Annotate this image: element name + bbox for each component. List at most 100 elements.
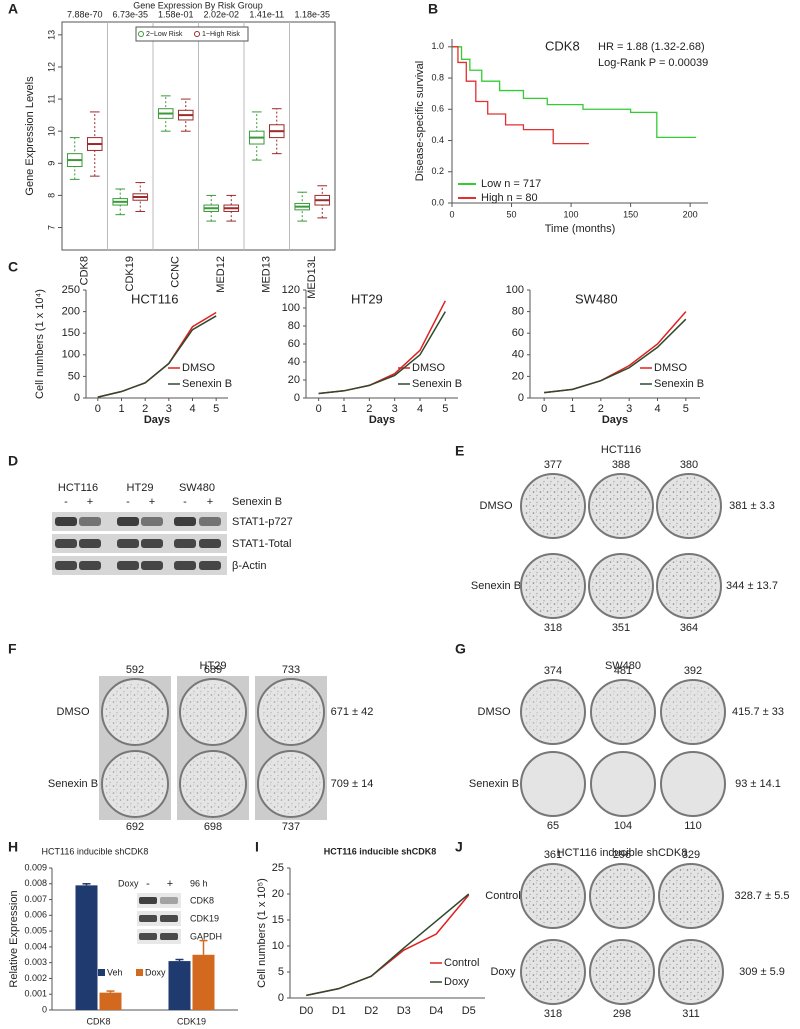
summary: 93 ± 14.1 [735, 778, 781, 790]
x-tick-label: D2 [364, 1005, 378, 1017]
panel-label: D [8, 453, 18, 469]
x-tick-label: 0 [316, 403, 322, 415]
hazard-ratio: HR = 1.88 (1.32-2.68) [598, 41, 705, 53]
x-tick-label: 2 [598, 403, 604, 415]
legend-label: Low n = 717 [481, 178, 541, 190]
x-tick-label: 3 [626, 403, 632, 415]
x-tick-label: 1 [569, 403, 575, 415]
colony-count: 392 [684, 665, 702, 677]
growth-line [97, 315, 217, 398]
y-tick-label: 60 [512, 327, 524, 339]
colonies [524, 683, 582, 741]
y-tick-label: 7 [46, 225, 56, 230]
colonies [593, 867, 651, 925]
y-tick-label: 0.006 [24, 910, 47, 920]
x-tick-label: 5 [683, 403, 689, 415]
blot-strip [137, 911, 181, 926]
band [79, 539, 101, 548]
x-tick-label: CDK8 [86, 1016, 110, 1026]
y-tick-label: 40 [512, 349, 524, 361]
colony-count: 364 [680, 622, 698, 634]
legend-label: Senexin B [182, 378, 232, 390]
y-tick-label: 0 [42, 1004, 47, 1014]
colonies [261, 754, 321, 814]
growth-line [544, 318, 687, 394]
y-tick-label: 15 [272, 914, 284, 926]
survival-curve [452, 46, 589, 145]
band [174, 517, 196, 526]
legend-label: Senexin B [412, 378, 462, 390]
legend-label: Doxy [444, 976, 470, 988]
p-value: 1.41e-11 [249, 9, 284, 19]
row-label: STAT1-p727 [232, 516, 293, 528]
y-tick-label: 10 [272, 940, 284, 952]
colonies [524, 867, 582, 925]
row-label: DMSO [57, 706, 90, 718]
colonies [660, 557, 718, 615]
lane-label: - [64, 496, 68, 508]
bar [75, 885, 98, 1010]
summary: 309 ± 5.9 [739, 966, 785, 978]
panel-label: H [8, 839, 18, 855]
band [160, 915, 178, 922]
y-axis-label: Relative Expression [8, 890, 20, 987]
colony-count: 377 [544, 459, 562, 471]
colonies [524, 477, 582, 535]
blot-time: 96 h [190, 878, 208, 888]
y-tick-label: 20 [512, 370, 524, 382]
summary: 328.7 ± 5.5 [735, 890, 790, 902]
y-tick-label: 0.6 [431, 104, 444, 114]
legend-marker [194, 31, 200, 37]
x-tick-label: 3 [166, 403, 172, 415]
x-axis-label: Days [602, 414, 628, 426]
plate [520, 751, 586, 817]
band [139, 915, 157, 922]
y-tick-label: 80 [288, 320, 300, 332]
panel-title: HCT116 inducible shCDK8 [557, 847, 688, 859]
x-axis-label: Time (months) [545, 223, 616, 235]
colony-count: 374 [544, 665, 562, 677]
band [160, 897, 178, 904]
band [79, 517, 101, 526]
summary: 344 ± 13.7 [726, 580, 778, 592]
lane-label: + [167, 878, 173, 890]
p-value: 2.02e-02 [203, 9, 239, 19]
y-tick-label: 100 [506, 284, 524, 296]
legend-label: High n = 80 [481, 192, 538, 204]
colony-count: 351 [612, 622, 630, 634]
colony-count: 689 [204, 664, 222, 676]
panel-label: B [428, 1, 438, 17]
colony-count: 481 [614, 665, 632, 677]
band [141, 517, 163, 526]
y-tick-label: 0 [74, 392, 80, 404]
colony-count: 298 [613, 1008, 631, 1020]
colonies [524, 557, 582, 615]
colonies [261, 682, 321, 742]
chart-title: HCT116 [131, 291, 178, 306]
blot-strip [137, 929, 181, 944]
y-axis-label: Cell numbers (1 x 10⁴) [34, 289, 46, 399]
band [199, 539, 221, 548]
band [55, 561, 77, 570]
y-tick-label: 100 [62, 349, 80, 361]
band [117, 561, 139, 570]
lane-label: - [146, 878, 150, 890]
colonies [662, 943, 720, 1001]
band [79, 561, 101, 570]
colony-count: 592 [126, 664, 144, 676]
y-tick-label: 150 [62, 327, 80, 339]
log-rank-p: Log-Rank P = 0.00039 [598, 57, 708, 69]
y-tick-label: 250 [62, 284, 80, 296]
legend-label: 1~High Risk [202, 31, 240, 38]
colonies [183, 682, 243, 742]
band [174, 539, 196, 548]
row-label: CDK19 [190, 913, 219, 923]
colony-count: 737 [282, 821, 300, 833]
x-tick-label: D4 [429, 1005, 443, 1017]
row-label: β-Actin [232, 560, 266, 572]
x-tick-label: 1 [118, 403, 124, 415]
legend-label: DMSO [412, 362, 445, 374]
y-tick-label: 0.005 [24, 925, 47, 935]
band [117, 539, 139, 548]
